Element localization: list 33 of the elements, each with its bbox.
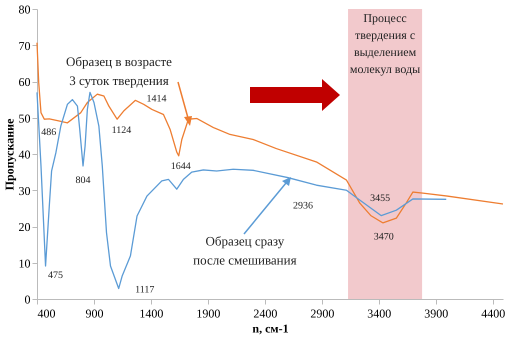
x-axis-title: n, см-1 — [252, 322, 289, 336]
x-tick-label: 1400 — [139, 306, 164, 320]
annotation: 1124 — [112, 125, 132, 136]
band-label: Процесс твердения с выделением молекул воды — [350, 11, 420, 76]
y-tick-label: 50 — [18, 111, 30, 126]
y-tick-label: 0 — [24, 292, 30, 306]
x-tick-label: 3400 — [367, 306, 392, 320]
annotation: 804 — [76, 174, 91, 186]
annotation: Образец сразу после смешивания — [193, 234, 297, 268]
y-tick-label: 40 — [18, 148, 30, 162]
annotation: 1117 — [135, 284, 154, 296]
annotation: 486 — [41, 127, 56, 138]
annotation: 1414 — [146, 93, 167, 104]
x-tick-label: 4400 — [481, 306, 506, 320]
annotation: 2936 — [292, 200, 313, 212]
y-tick-label: 20 — [18, 220, 30, 234]
x-tick-label: 900 — [85, 306, 104, 320]
annotation: 3470 — [374, 232, 394, 243]
x-tick-label: 1900 — [196, 306, 220, 320]
annotation: 475 — [48, 270, 64, 282]
x-tick-label: 2400 — [253, 306, 278, 320]
y-axis-title: Пропускание — [2, 118, 16, 190]
y-tick-label: 60 — [18, 75, 30, 89]
x-tick-label: 400 — [38, 306, 56, 320]
y-tick-label: 80 — [18, 2, 30, 16]
annotation: 1644 — [170, 160, 191, 172]
y-tick-label: 70 — [18, 38, 30, 53]
y-tick-label: 10 — [18, 256, 30, 270]
annotation: Образец в возрасте 3 суток твердения — [66, 54, 172, 88]
x-tick-label: 3900 — [424, 306, 448, 320]
y-tick-label: 30 — [18, 184, 30, 198]
x-tick-label: 2900 — [310, 306, 334, 320]
annotation: 3455 — [370, 192, 390, 204]
